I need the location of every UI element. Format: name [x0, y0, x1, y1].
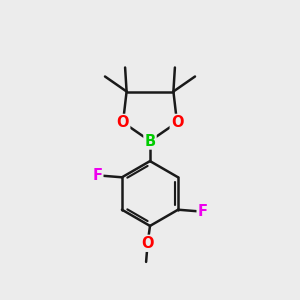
Text: O: O — [141, 236, 154, 251]
Text: O: O — [171, 115, 183, 130]
Text: F: F — [198, 204, 208, 219]
Text: F: F — [92, 168, 102, 183]
Text: B: B — [144, 134, 156, 148]
Text: O: O — [117, 115, 129, 130]
